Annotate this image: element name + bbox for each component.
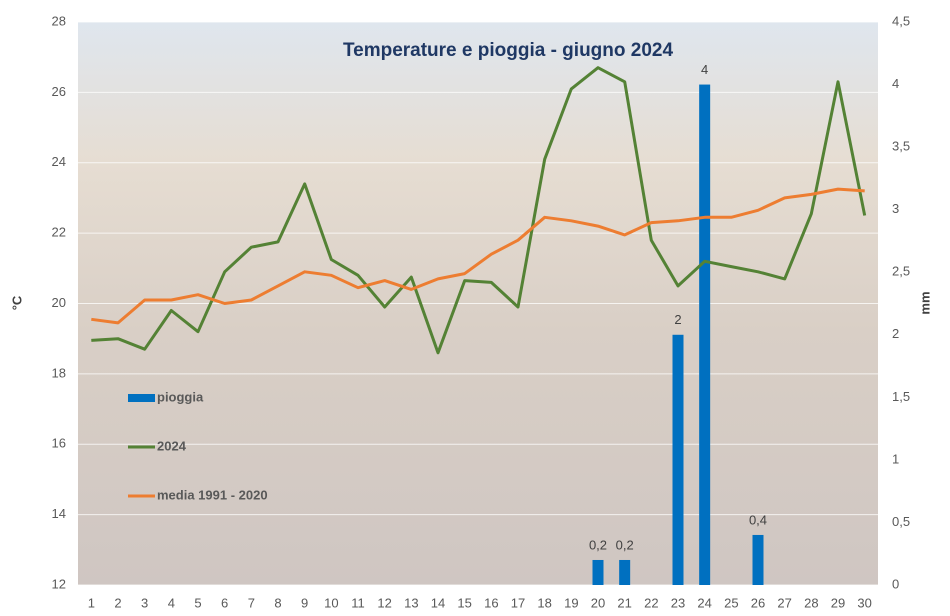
legend-label: pioggia xyxy=(157,389,204,404)
bar xyxy=(672,334,684,585)
y-tick-label: 16 xyxy=(52,436,66,451)
x-tick-label: 20 xyxy=(591,595,605,610)
x-tick-label: 22 xyxy=(644,595,658,610)
y-tick-label: 28 xyxy=(52,13,66,28)
x-tick-label: 26 xyxy=(751,595,765,610)
x-tick-label: 7 xyxy=(248,595,255,610)
line xyxy=(91,66,867,355)
legend-label: 2024 xyxy=(157,438,187,453)
x-tick-label: 10 xyxy=(324,595,338,610)
y2-tick-label: 1 xyxy=(892,451,899,466)
x-tick-label: 8 xyxy=(274,595,281,610)
x-tick-label: 17 xyxy=(511,595,525,610)
x-tick-label: 24 xyxy=(697,595,711,610)
x-tick-label: 18 xyxy=(537,595,551,610)
data-label: 2 xyxy=(674,312,681,327)
x-tick-label: 30 xyxy=(857,595,871,610)
y2-tick-label: 1,5 xyxy=(892,389,910,404)
y2-tick-label: 0,5 xyxy=(892,514,910,529)
chart-title: Temperature e pioggia - giugno 2024 xyxy=(343,40,674,61)
line xyxy=(91,187,865,325)
y2-axis-title: mm xyxy=(917,291,932,314)
y2-tick-label: 4 xyxy=(892,76,899,91)
y2-tick-label: 4,5 xyxy=(892,13,910,28)
x-tick-label: 16 xyxy=(484,595,498,610)
x-tick-label: 11 xyxy=(351,595,365,610)
y2-tick-label: 3 xyxy=(892,201,899,216)
x-tick-label: 1 xyxy=(88,595,95,610)
x-tick-label: 28 xyxy=(804,595,818,610)
y2-tick-label: 2 xyxy=(892,326,899,341)
x-tick-label: 29 xyxy=(831,595,845,610)
legend-label: media 1991 - 2020 xyxy=(157,487,268,502)
y2-tick-label: 3,5 xyxy=(892,139,910,154)
x-tick-label: 9 xyxy=(301,595,308,610)
x-tick-label: 2 xyxy=(114,595,121,610)
x-tick-label: 21 xyxy=(617,595,631,610)
bar xyxy=(619,559,631,585)
y-tick-label: 26 xyxy=(52,84,66,99)
data-label: 0,2 xyxy=(589,537,607,552)
x-tick-label: 4 xyxy=(168,595,175,610)
data-label: 4 xyxy=(701,62,708,77)
data-label: 0,4 xyxy=(749,512,767,527)
x-tick-label: 27 xyxy=(777,595,791,610)
x-tick-label: 5 xyxy=(194,595,201,610)
x-tick-label: 23 xyxy=(671,595,685,610)
y-tick-label: 20 xyxy=(52,295,66,310)
bar xyxy=(592,559,604,585)
y2-tick-label: 0 xyxy=(892,576,899,591)
y-tick-label: 12 xyxy=(52,576,66,591)
x-tick-label: 25 xyxy=(724,595,738,610)
x-tick-label: 13 xyxy=(404,595,418,610)
y2-tick-label: 2,5 xyxy=(892,264,910,279)
x-tick-label: 12 xyxy=(377,595,391,610)
y-tick-label: 24 xyxy=(52,154,66,169)
x-tick-label: 6 xyxy=(221,595,228,610)
x-tick-label: 3 xyxy=(141,595,148,610)
y-axis-title: °C xyxy=(9,295,24,310)
y-tick-label: 22 xyxy=(52,225,66,240)
legend-swatch xyxy=(128,394,155,402)
x-tick-label: 19 xyxy=(564,595,578,610)
data-label: 0,2 xyxy=(616,537,634,552)
bar xyxy=(699,84,711,586)
x-tick-label: 14 xyxy=(431,595,445,610)
bar xyxy=(752,534,764,585)
y-tick-label: 14 xyxy=(52,506,66,521)
y-tick-label: 18 xyxy=(52,365,66,380)
x-tick-label: 15 xyxy=(457,595,471,610)
